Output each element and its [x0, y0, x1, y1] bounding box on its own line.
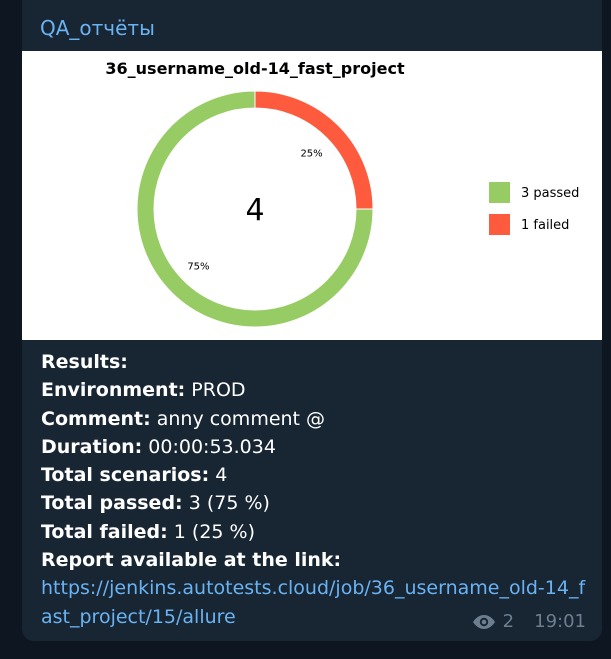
- total-scenarios-line: Total scenarios: 4: [41, 461, 593, 489]
- report-link[interactable]: https://jenkins.autotests.cloud/job/36_u…: [41, 577, 586, 628]
- comment-value: anny comment @: [150, 407, 326, 430]
- environment-value: PROD: [185, 379, 246, 402]
- message-bubble: QA_отчёты 36_username_old-14_fast_projec…: [22, 0, 602, 641]
- legend-label: 3 passed: [521, 186, 579, 201]
- message-meta: 2 19:01: [471, 611, 586, 632]
- environment-label: Environment:: [41, 379, 186, 402]
- total-passed-line: Total passed: 3 (75 %): [41, 489, 593, 517]
- views-count: 2: [502, 611, 515, 632]
- duration-value: 00:00:53.034: [142, 435, 276, 458]
- legend-swatch: [489, 182, 510, 203]
- donut-chart: 36_username_old-14_fast_project 25% 75% 4 3 …: [105, 59, 579, 328]
- total-scenarios-value: 4: [209, 464, 228, 487]
- environment-line: Environment: PROD: [41, 376, 593, 404]
- slice-percent-label: 25%: [300, 148, 322, 159]
- report-label: Report available at the link:: [41, 549, 342, 572]
- total-failed-line: Total failed: 1 (25 %): [41, 518, 593, 546]
- message-time: 19:01: [534, 611, 586, 632]
- total-scenarios-label: Total scenarios:: [41, 464, 210, 487]
- total-passed-value: 3 (75 %): [182, 492, 270, 515]
- message-text: Results: Environment: PROD Comment: anny…: [41, 348, 593, 631]
- duration-line: Duration: 00:00:53.034: [41, 433, 593, 461]
- chart-title: 36_username_old-14_fast_project: [105, 59, 405, 78]
- center-total: 4: [245, 193, 264, 228]
- results-label: Results:: [41, 351, 128, 373]
- comment-line: Comment: anny comment @: [41, 405, 593, 433]
- duration-label: Duration:: [41, 435, 143, 458]
- legend-swatch: [489, 214, 510, 235]
- report-chart-image[interactable]: 36_username_old-14_fast_project 25% 75% 4 3 …: [22, 51, 602, 340]
- total-failed-label: Total failed:: [41, 520, 168, 543]
- report-line: Report available at the link:: [41, 546, 593, 574]
- eye-icon: [471, 614, 497, 630]
- total-passed-label: Total passed:: [41, 492, 183, 515]
- channel-name[interactable]: QA_отчёты: [40, 16, 155, 40]
- comment-label: Comment:: [41, 407, 151, 430]
- total-failed-value: 1 (25 %): [167, 520, 255, 543]
- legend-label: 1 failed: [521, 218, 569, 233]
- slice-percent-label: 75%: [187, 262, 209, 273]
- results-line: Results:: [41, 348, 593, 376]
- pie-slice-3-passed: [136, 90, 374, 328]
